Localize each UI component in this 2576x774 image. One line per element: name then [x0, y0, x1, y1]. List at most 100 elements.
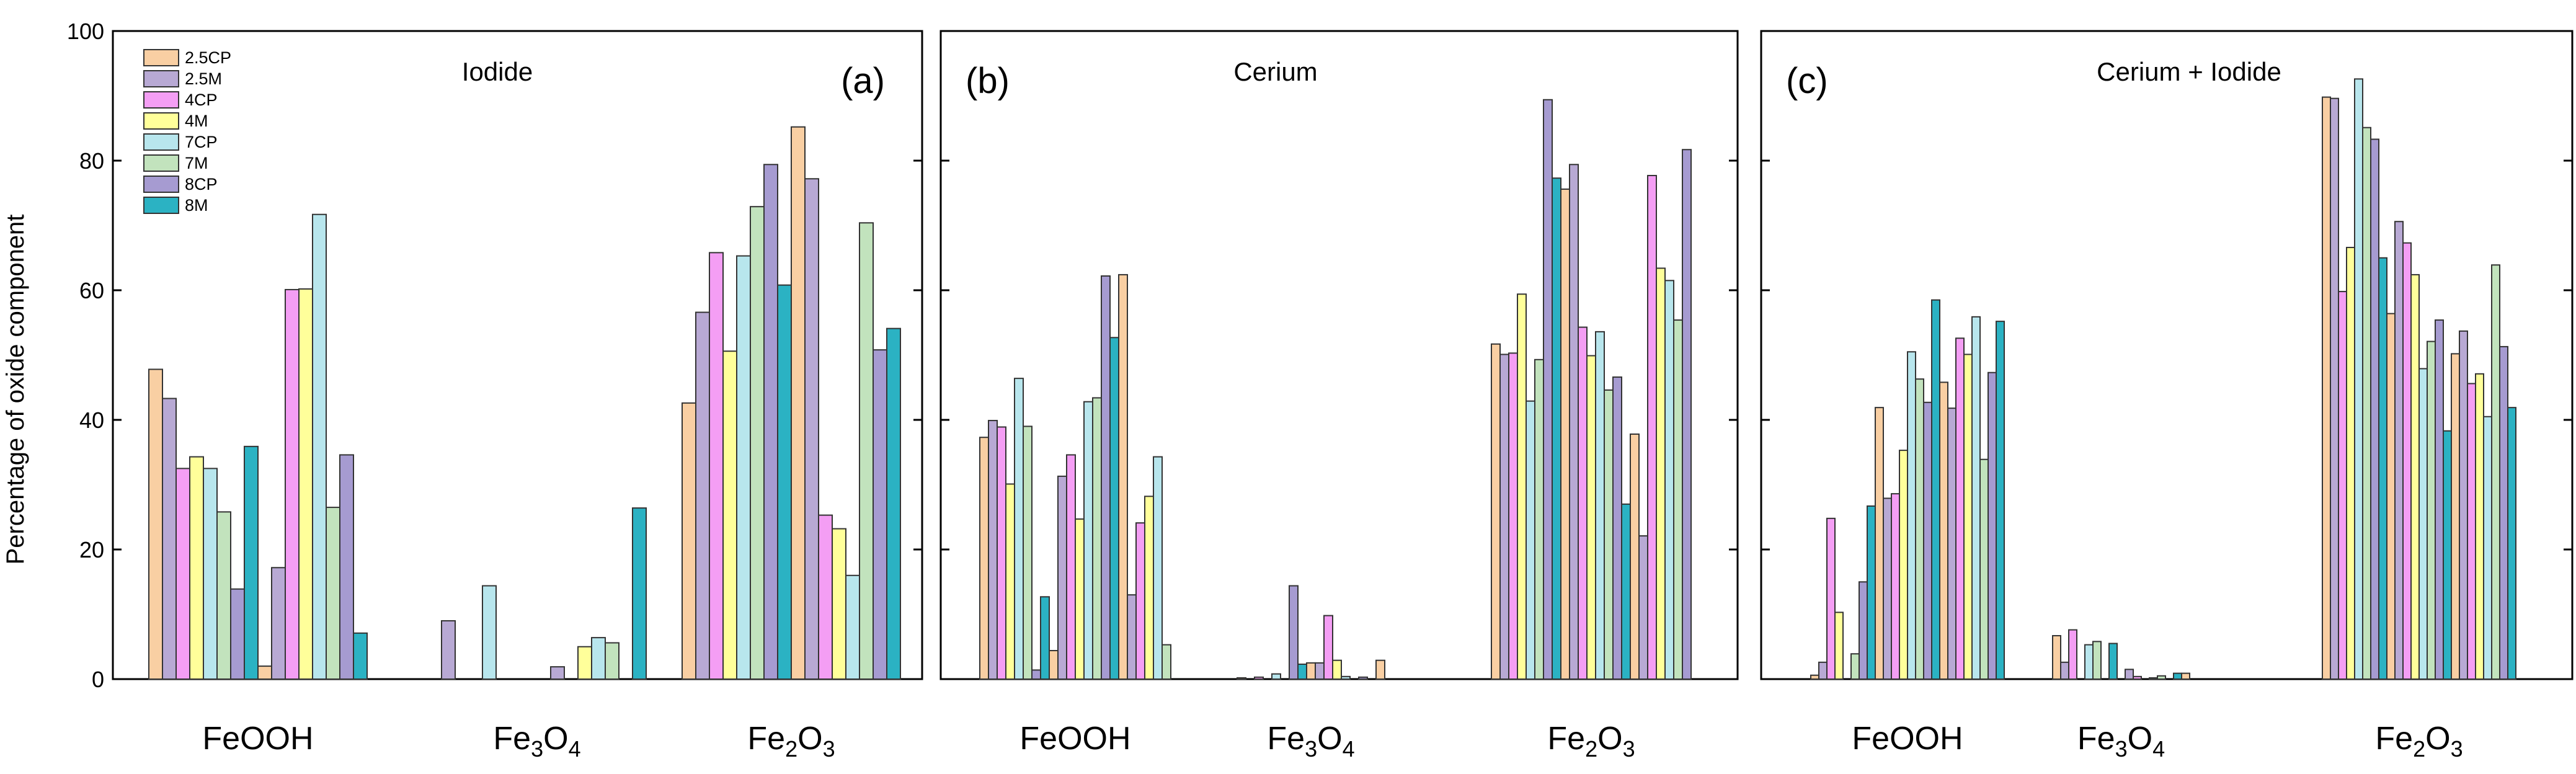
bar-b-fe3o4-6: [1289, 585, 1299, 680]
y-tick-label: 100: [67, 19, 104, 44]
legend-swatch: [143, 197, 179, 214]
panel-c: FeOOH Fe3O4 Fe2O3 (c) Cerium + Iodide: [1760, 30, 2574, 762]
x-tick-label-feooh: FeOOH: [202, 721, 313, 757]
legend-swatch: [143, 154, 179, 172]
bar-c-feooh-14: [1923, 401, 1932, 680]
bar-c-fe2o3-22: [2499, 345, 2508, 680]
bar-a-fe2o3-1: [695, 311, 710, 680]
bar-b-feooh-3: [1005, 483, 1015, 680]
bar-a-feooh-1: [162, 398, 177, 680]
bar-b-fe3o4-10: [1323, 615, 1333, 680]
y-tick-label: 60: [79, 278, 104, 303]
bar-a-feooh-4: [203, 468, 218, 680]
bar-b-feooh-15: [1109, 337, 1119, 680]
bar-c-fe2o3-1: [2330, 97, 2339, 680]
bar-c-fe3o4-15: [2173, 672, 2182, 680]
panel-a: 0 20 40 60 80 100 FeOOH Fe3O4 Fe2O3 (a) Iodide 2.5C…: [67, 19, 923, 762]
bar-a-feooh-11: [298, 288, 313, 680]
legend-swatch: [143, 91, 179, 109]
bar-b-feooh-16: [1118, 274, 1128, 680]
bar-b-fe2o3-16: [1630, 433, 1640, 680]
bar-c-fe2o3-8: [2386, 313, 2396, 680]
bar-c-feooh-23: [1996, 321, 2005, 680]
bar-c-fe2o3-23: [2507, 407, 2516, 680]
bar-b-fe2o3-10: [1578, 326, 1588, 680]
bar-a-feooh-12: [312, 213, 327, 680]
bar-b-fe2o3-15: [1621, 503, 1631, 680]
bar-c-fe3o4-5: [2092, 641, 2102, 680]
panel-label: (a): [841, 61, 885, 101]
legend-label: 4M: [185, 112, 208, 130]
bar-a-fe3o4-11: [577, 646, 592, 680]
bar-b-fe2o3-6: [1543, 99, 1553, 680]
bar-b-feooh-18: [1135, 522, 1145, 680]
bar-b-fe2o3-0: [1491, 343, 1501, 680]
bar-c-feooh-8: [1875, 407, 1884, 680]
bar-b-feooh-7: [1040, 596, 1050, 680]
bar-a-fe2o3-12: [845, 574, 860, 680]
bar-c-feooh-19: [1963, 354, 1973, 680]
panel-title: Cerium + Iodide: [2097, 57, 2281, 86]
bar-c-fe3o4-12: [2149, 677, 2158, 680]
bar-c-fe3o4-1: [2060, 661, 2069, 680]
bar-c-fe2o3-13: [2427, 340, 2436, 680]
x-tick-label-fe3o4: Fe3O4: [1267, 721, 1354, 762]
bar-b-fe2o3-21: [1673, 319, 1683, 680]
bar-c-feooh-10: [1891, 493, 1900, 680]
bar-a-feooh-10: [285, 288, 300, 680]
bar-a-fe2o3-5: [750, 206, 765, 680]
bar-c-fe2o3-15: [2443, 430, 2452, 680]
bar-a-feooh-14: [339, 454, 354, 680]
x-tick-label-fe2o3: Fe2O3: [1547, 721, 1635, 762]
bar-a-fe2o3-2: [709, 252, 724, 680]
legend-label: 2.5M: [185, 69, 222, 88]
bar-c-fe3o4-10: [2133, 675, 2142, 680]
bar-c-fe2o3-3: [2346, 247, 2355, 680]
bar-b-fe3o4-4: [1271, 673, 1281, 680]
bar-a-fe2o3-14: [873, 349, 887, 680]
legend-swatch: [143, 70, 179, 87]
bar-b-feooh-9: [1057, 475, 1067, 680]
bar-a-fe3o4-12: [591, 637, 606, 680]
legend-swatch: [143, 133, 179, 151]
legend-swatch: [143, 176, 179, 193]
bar-b-fe2o3-9: [1569, 164, 1579, 680]
bar-c-fe2o3-10: [2402, 242, 2412, 680]
bar-c-fe2o3-20: [2483, 416, 2492, 680]
x-tick-label-feooh: FeOOH: [1852, 721, 1963, 757]
bar-b-feooh-20: [1153, 456, 1163, 680]
panel-label: (b): [966, 61, 1010, 101]
bar-a-fe2o3-8: [791, 126, 806, 680]
bar-b-feooh-13: [1092, 397, 1102, 680]
bar-b-fe3o4-2: [1254, 676, 1264, 680]
bar-c-fe2o3-19: [2475, 373, 2484, 680]
bar-c-fe3o4-0: [2052, 634, 2061, 680]
bar-b-fe3o4-8: [1306, 662, 1316, 680]
bar-c-feooh-5: [1850, 653, 1860, 680]
bar-b-feooh-4: [1014, 378, 1024, 680]
bar-b-fe3o4-11: [1332, 659, 1342, 680]
bar-a-feooh-3: [189, 456, 204, 680]
legend-label: 7M: [185, 154, 208, 172]
bar-a-fe3o4-13: [605, 642, 620, 680]
x-tick-label-fe2o3: Fe2O3: [2375, 721, 2463, 762]
x-tick-label-fe3o4: Fe3O4: [493, 721, 580, 762]
bar-b-fe3o4-0: [1237, 677, 1246, 680]
bar-c-feooh-16: [1939, 381, 1948, 680]
x-tick-label-fe3o4: Fe3O4: [2077, 721, 2165, 762]
panel-b: FeOOH Fe3O4 Fe2O3 (b) Cerium: [939, 30, 1739, 762]
bar-b-feooh-11: [1075, 518, 1085, 680]
legend-swatch: [143, 112, 179, 130]
y-tick-label: 0: [92, 667, 104, 692]
bar-c-feooh-12: [1907, 351, 1916, 680]
y-axis-label: Percentage of oxide component: [2, 215, 29, 565]
legend: 2.5CP 2.5M 4CP 4M 7CP 7M 8CP 8M: [143, 48, 231, 215]
bar-b-fe2o3-1: [1499, 354, 1509, 680]
bar-a-fe2o3-15: [886, 327, 901, 680]
bar-c-fe3o4-4: [2084, 644, 2094, 680]
y-tick-label: 40: [79, 407, 104, 433]
panel-label: (c): [1786, 61, 1828, 101]
bar-b-fe2o3-7: [1552, 177, 1561, 680]
bar-a-feooh-7: [244, 445, 259, 680]
bar-b-fe2o3-22: [1682, 149, 1692, 680]
